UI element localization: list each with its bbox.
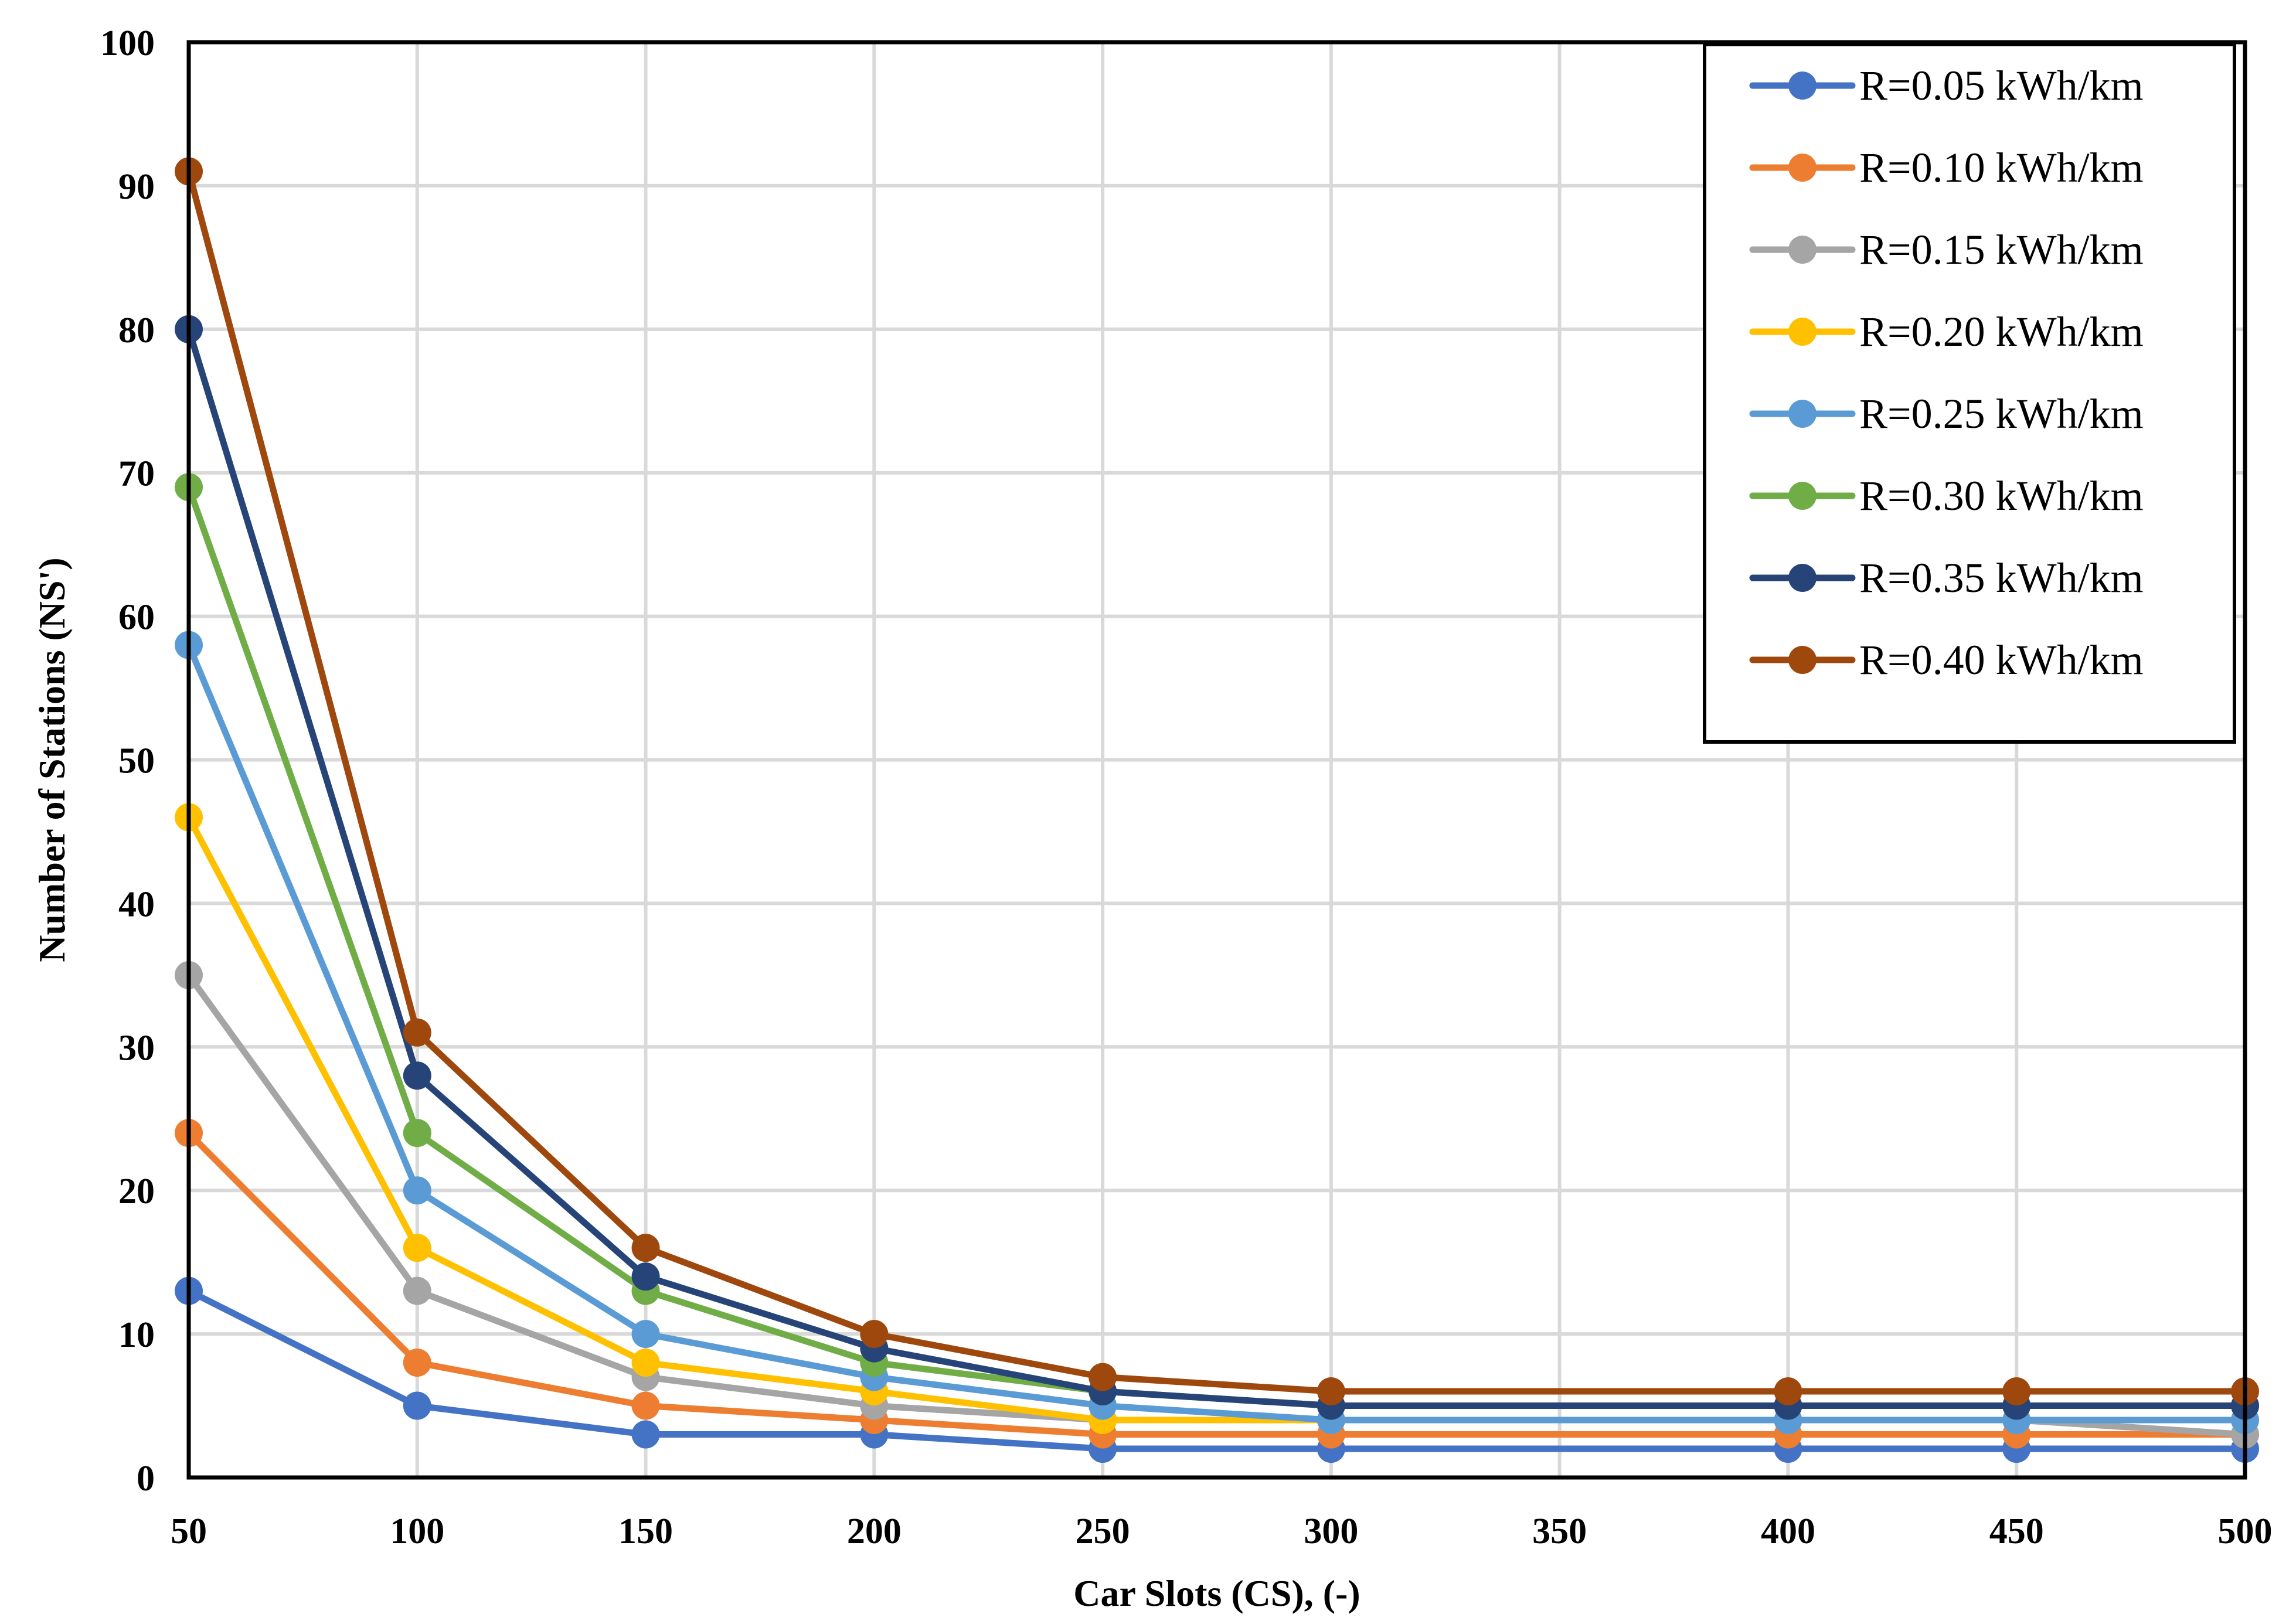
- x-tick-label: 250: [1076, 1511, 1130, 1551]
- data-point: [631, 1320, 660, 1349]
- legend: R=0.05 kWh/km R=0.10 kWh/km R=0.15 kWh/km R…: [1703, 43, 2236, 744]
- data-point: [403, 1234, 431, 1262]
- y-axis: 0 10 20 30 40 50 60 70 80 90 100: [100, 23, 155, 1499]
- series-line: [185, 972, 2249, 1438]
- data-point: [403, 1176, 431, 1205]
- legend-label: R=0.40 kWh/km: [1859, 636, 2144, 683]
- series-line: [185, 1288, 2249, 1452]
- data-point: [631, 1349, 660, 1377]
- y-tick-label: 0: [137, 1459, 155, 1499]
- legend-label: R=0.10 kWh/km: [1859, 144, 2144, 191]
- plot-area: [186, 40, 2247, 1480]
- legend-item: R=0.40 kWh/km: [1749, 636, 2144, 683]
- legend-swatch-marker: [1788, 154, 1817, 182]
- legend-label: R=0.35 kWh/km: [1859, 554, 2144, 601]
- legend-label: R=0.15 kWh/km: [1859, 226, 2144, 273]
- y-tick-label: 10: [118, 1315, 155, 1355]
- data-point: [403, 1349, 431, 1377]
- legend-swatch-marker: [1788, 482, 1817, 510]
- legend-swatch-marker: [1788, 318, 1817, 346]
- series-4: [175, 803, 2259, 1435]
- y-tick-label: 100: [100, 23, 155, 63]
- legend-item: R=0.20 kWh/km: [1749, 308, 2144, 355]
- series-group: [175, 157, 2259, 1463]
- data-point: [860, 1320, 889, 1349]
- x-axis-title: Car Slots (CS), (-): [1073, 1572, 1360, 1614]
- y-tick-label: 50: [118, 741, 155, 781]
- legend-item: R=0.15 kWh/km: [1749, 226, 2144, 273]
- data-point: [403, 1276, 431, 1305]
- y-tick-label: 60: [118, 598, 155, 638]
- data-point: [403, 1061, 431, 1090]
- legend-label: R=0.20 kWh/km: [1859, 308, 2144, 355]
- data-point: [403, 1119, 431, 1148]
- x-tick-label: 300: [1304, 1511, 1358, 1551]
- y-axis-title: Number of Stations (NS'): [31, 557, 73, 962]
- x-tick-label: 350: [1532, 1511, 1587, 1551]
- x-tick-label: 400: [1761, 1511, 1815, 1551]
- series-5: [175, 631, 2259, 1435]
- x-axis: 50 100 150 200 250 300 350 400 450 500: [171, 1511, 2273, 1551]
- y-tick-label: 20: [118, 1172, 155, 1211]
- data-point: [631, 1262, 660, 1291]
- series-8: [175, 157, 2259, 1406]
- x-tick-label: 200: [847, 1511, 902, 1551]
- legend-swatch-marker: [1788, 400, 1817, 428]
- x-tick-label: 450: [1989, 1511, 2044, 1551]
- y-tick-label: 70: [118, 454, 155, 494]
- x-tick-label: 500: [2218, 1511, 2273, 1551]
- legend-swatch-marker: [1788, 72, 1817, 100]
- legend-label: R=0.05 kWh/km: [1859, 62, 2144, 109]
- legend-item: R=0.05 kWh/km: [1749, 62, 2144, 109]
- data-point: [1774, 1377, 1802, 1406]
- data-point: [2002, 1377, 2031, 1406]
- y-tick-label: 40: [118, 884, 155, 924]
- data-point: [631, 1420, 660, 1449]
- series-line: [185, 813, 2249, 1424]
- data-point: [403, 1391, 431, 1420]
- x-tick-label: 100: [390, 1511, 444, 1551]
- legend-swatch-marker: [1788, 236, 1817, 264]
- legend-swatch-marker: [1788, 646, 1817, 674]
- data-point: [403, 1018, 431, 1047]
- data-point: [631, 1234, 660, 1262]
- series-1: [175, 1276, 2259, 1463]
- legend-label: R=0.30 kWh/km: [1859, 472, 2144, 519]
- x-tick-label: 50: [171, 1511, 207, 1551]
- data-point: [1089, 1363, 1117, 1391]
- legend-item: R=0.10 kWh/km: [1749, 144, 2144, 191]
- legend-swatch-marker: [1788, 564, 1817, 592]
- data-point: [631, 1391, 660, 1420]
- data-point: [1317, 1377, 1345, 1406]
- legend-item: R=0.30 kWh/km: [1749, 472, 2144, 519]
- x-tick-label: 150: [618, 1511, 673, 1551]
- legend-label: R=0.25 kWh/km: [1859, 390, 2144, 437]
- legend-item: R=0.25 kWh/km: [1749, 390, 2144, 437]
- y-tick-label: 30: [118, 1028, 155, 1068]
- legend-item: R=0.35 kWh/km: [1749, 554, 2144, 601]
- y-tick-label: 90: [118, 167, 155, 207]
- y-tick-label: 80: [118, 311, 155, 350]
